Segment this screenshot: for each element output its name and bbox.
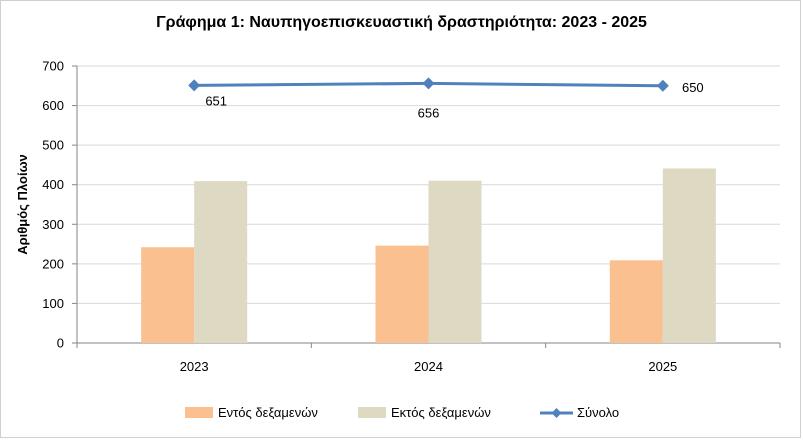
legend-label: Εκτός δεξαμενών [391,405,491,420]
x-tick-label: 2023 [180,359,209,374]
total-data-label: 656 [418,105,440,120]
y-tick-label: 400 [42,177,64,192]
total-marker [656,79,669,92]
total-marker [188,79,201,92]
x-tick-label: 2024 [414,359,443,374]
bar-ektos-2023 [194,181,248,343]
total-data-label: 651 [205,93,227,108]
legend-label: Σύνολο [577,405,619,420]
y-axis-label: Αριθμός Πλοίων [15,154,30,255]
x-tick-label: 2025 [648,359,677,374]
bar-ektos-2025 [662,168,716,343]
y-tick-label: 600 [42,98,64,113]
bar-entos-2024 [375,245,429,343]
bar-entos-2023 [141,247,195,343]
total-data-label: 650 [682,80,704,95]
y-tick-label: 300 [42,217,64,232]
y-tick-label: 0 [57,336,64,351]
legend-label: Εντός δεξαμενών [218,405,318,420]
legend-marker [551,408,562,418]
y-tick-label: 700 [42,59,64,74]
chart-title: Γράφημα 1: Ναυπηγοεπισκευαστική δραστηρι… [156,14,647,31]
total-marker [422,77,435,90]
y-tick-label: 100 [42,296,64,311]
legend-swatch [358,407,386,418]
legend-swatch [185,407,213,418]
bar-ektos-2024 [428,180,482,343]
bar-entos-2025 [609,260,663,343]
y-tick-label: 200 [42,256,64,271]
y-tick-label: 500 [42,138,64,153]
